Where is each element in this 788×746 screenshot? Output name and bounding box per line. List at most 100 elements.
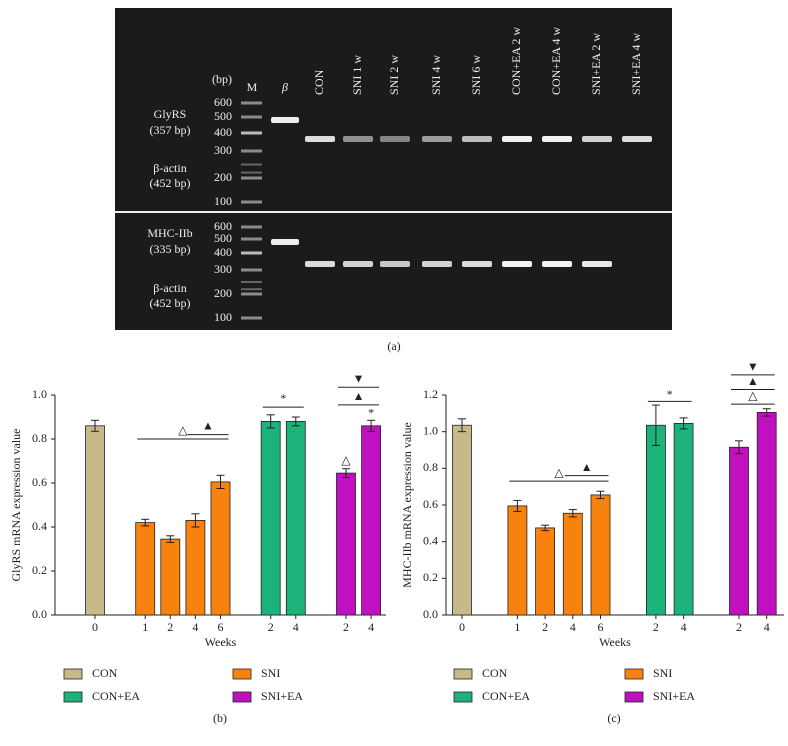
x-tick-label: 6 [218, 620, 224, 634]
x-axis-label: Weeks [599, 635, 631, 649]
legend-swatch [453, 691, 473, 703]
panel-label: (c) [607, 711, 620, 725]
lane-label: CON+EA 4 w [549, 27, 563, 95]
bar [729, 446, 749, 616]
marker-size: 500 [214, 109, 232, 123]
sample-band [502, 261, 532, 267]
reference-size: (452 bp) [150, 176, 191, 190]
sample-band [305, 136, 335, 142]
ladder-band [241, 237, 262, 241]
lane-label: SNI+EA 4 w [629, 33, 643, 95]
sample-band [343, 261, 373, 267]
sample-band [582, 136, 612, 142]
x-tick-label: 1 [514, 620, 520, 634]
ladder-band [241, 316, 262, 320]
target-size: (335 bp) [150, 242, 191, 256]
y-axis-label: MHC-IIb mRNA expression value [400, 422, 414, 588]
lane-label: SNI 4 w [429, 55, 443, 95]
marker-size: 400 [214, 125, 232, 139]
significance-mark: ▲ [747, 374, 759, 388]
legend-label: CON [482, 666, 508, 680]
ladder-band [241, 163, 262, 166]
bar [756, 412, 777, 616]
sample-band [343, 136, 373, 142]
bar [590, 494, 611, 616]
bar [160, 538, 181, 616]
significance-mark: △ [554, 466, 564, 480]
significance-mark: ▼ [353, 371, 365, 385]
significance-mark: * [280, 391, 286, 405]
gel-labels: (bp) GlyRS (357 bp) β-actin (452 bp) MHC… [147, 27, 642, 324]
significance-mark: ▼ [747, 359, 759, 373]
reference-label: β-actin [153, 161, 186, 175]
legend-label: CON [92, 666, 118, 680]
bar [646, 424, 666, 616]
legend-label: SNI [653, 666, 672, 680]
ladder-band [241, 281, 262, 283]
x-axis-label: Weeks [205, 635, 237, 649]
bar [535, 527, 555, 616]
legend-swatch [232, 668, 252, 680]
significance-mark: △ [748, 389, 758, 403]
reference-size: (452 bp) [150, 296, 191, 310]
y-tick-label: 0.4 [423, 533, 438, 547]
marker-size: 100 [214, 310, 232, 324]
y-tick-label: 0.4 [32, 519, 47, 533]
ladder-band [241, 115, 262, 119]
lane-label: SNI+EA 2 w [589, 33, 603, 95]
significance-mark: △ [178, 423, 188, 437]
legend-swatch [63, 691, 83, 703]
panel-label: (a) [387, 339, 400, 353]
significance-mark: * [368, 405, 374, 419]
marker-size: 200 [214, 286, 232, 300]
sample-band [582, 261, 612, 267]
lane-label: SNI 6 w [469, 55, 483, 95]
panel-label: (b) [213, 711, 227, 725]
reference-label: β-actin [153, 281, 186, 295]
ladder-band [241, 292, 262, 296]
lane-label: β [281, 80, 288, 94]
significance-mark: ▲ [202, 419, 214, 433]
y-tick-label: 0.2 [423, 570, 438, 584]
ladder-band [241, 200, 262, 204]
y-tick-label: 1.0 [32, 387, 47, 401]
lane-label: M [247, 80, 258, 94]
legend-swatch [624, 668, 644, 680]
bp-header: (bp) [212, 72, 232, 86]
significance-mark: ▲ [353, 389, 365, 403]
sample-band [422, 136, 452, 142]
y-tick-label: 0.0 [32, 607, 47, 621]
target-label: GlyRS [154, 107, 187, 121]
marker-size: 500 [214, 231, 232, 245]
y-tick-label: 0.0 [423, 607, 438, 621]
marker-size: 200 [214, 170, 232, 184]
significance-mark: * [667, 387, 673, 401]
bar [135, 522, 156, 616]
x-tick-label: 4 [368, 620, 374, 634]
bar [85, 425, 105, 616]
x-tick-label: 4 [570, 620, 576, 634]
x-tick-label: 2 [167, 620, 173, 634]
bar [285, 420, 306, 616]
ladder-band [241, 288, 262, 291]
x-tick-label: 2 [736, 620, 742, 634]
x-tick-label: 1 [142, 620, 148, 634]
x-tick-label: 6 [598, 620, 604, 634]
significance-mark: △ [341, 453, 351, 467]
lane-label: SNI 2 w [387, 55, 401, 95]
ladder-band [241, 171, 262, 174]
sample-band [542, 136, 572, 142]
legend-swatch [63, 668, 83, 680]
ladder-band [241, 268, 262, 272]
legend-label: SNI+EA [261, 689, 303, 703]
y-tick-label: 1.0 [423, 423, 438, 437]
sample-band [542, 261, 572, 267]
legend-swatch [232, 691, 252, 703]
x-tick-label: 0 [92, 620, 98, 634]
x-tick-label: 2 [653, 620, 659, 634]
sample-band [305, 261, 335, 267]
y-tick-label: 0.8 [423, 460, 438, 474]
ladder-band [241, 225, 262, 229]
x-tick-label: 2 [268, 620, 274, 634]
